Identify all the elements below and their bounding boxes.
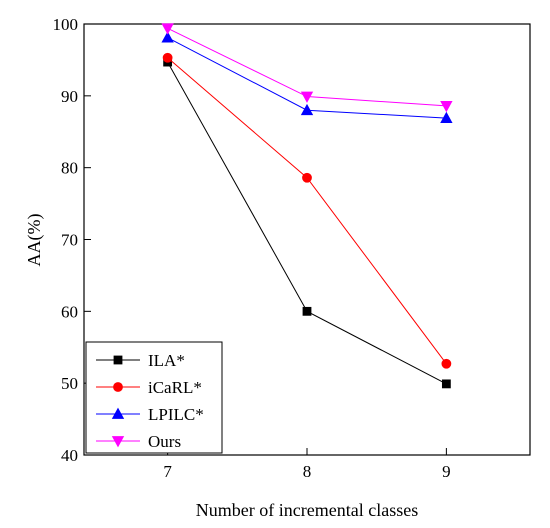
data-point-lpilc — [161, 31, 174, 43]
x-tick-label: 9 — [442, 462, 451, 481]
data-point-lpilc — [440, 111, 453, 124]
legend-marker-icarl — [113, 382, 123, 392]
data-point-icarl — [441, 358, 452, 369]
legend-marker-ours — [111, 436, 125, 448]
legend-label-lpilc: LPILC* — [148, 405, 204, 424]
data-point-icarl — [302, 172, 312, 183]
x-tick-label: 8 — [303, 462, 312, 481]
series-line-icarl — [167, 57, 447, 365]
data-point-ours — [161, 23, 174, 35]
y-axis-label: AA(%) — [24, 214, 45, 267]
y-tick-label: 100 — [53, 15, 79, 34]
series-layer — [161, 23, 453, 389]
x-tick-label: 7 — [163, 462, 172, 481]
y-tick-label: 70 — [61, 231, 78, 250]
legend-marker-ila — [113, 355, 123, 365]
data-point-icarl — [162, 52, 173, 63]
data-point-ours — [440, 100, 453, 113]
legend: ILA* iCaRL* LPILC* Ours — [85, 341, 223, 454]
y-tick-label: 50 — [61, 374, 78, 393]
legend-label-ours: Ours — [148, 432, 181, 451]
y-tick-label: 60 — [61, 302, 78, 321]
legend-marker-lpilc — [111, 407, 125, 419]
legend-label-ila: ILA* — [148, 351, 185, 370]
x-axis-label: Number of incremental classes — [196, 500, 418, 520]
y-tick-label: 40 — [61, 446, 78, 465]
data-point-ours — [300, 91, 314, 103]
y-tick-label: 80 — [61, 159, 78, 178]
data-point-ila — [302, 306, 312, 316]
y-axis: 40 50 60 70 80 90 100 — [53, 15, 91, 465]
y-tick-label: 90 — [61, 87, 78, 106]
data-point-ila — [441, 379, 451, 389]
legend-label-icarl: iCaRL* — [148, 378, 202, 397]
data-point-lpilc — [300, 103, 314, 116]
